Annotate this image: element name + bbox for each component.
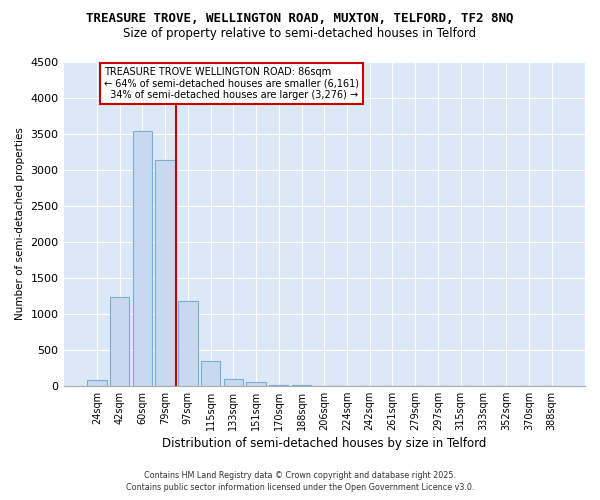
Text: Contains HM Land Registry data © Crown copyright and database right 2025.
Contai: Contains HM Land Registry data © Crown c… [126,471,474,492]
Bar [224,378,243,386]
Bar [133,130,152,386]
Bar [155,160,175,386]
Text: TREASURE TROVE WELLINGTON ROAD: 86sqm
← 64% of semi-detached houses are smaller : TREASURE TROVE WELLINGTON ROAD: 86sqm ← … [104,66,359,100]
Bar [269,385,289,386]
Text: Size of property relative to semi-detached houses in Telford: Size of property relative to semi-detach… [124,28,476,40]
Text: TREASURE TROVE, WELLINGTON ROAD, MUXTON, TELFORD, TF2 8NQ: TREASURE TROVE, WELLINGTON ROAD, MUXTON,… [86,12,514,26]
Y-axis label: Number of semi-detached properties: Number of semi-detached properties [15,127,25,320]
X-axis label: Distribution of semi-detached houses by size in Telford: Distribution of semi-detached houses by … [162,437,487,450]
Bar [178,302,197,386]
Bar [201,362,220,386]
Bar [87,380,107,386]
Bar [110,297,130,386]
Bar [247,382,266,386]
